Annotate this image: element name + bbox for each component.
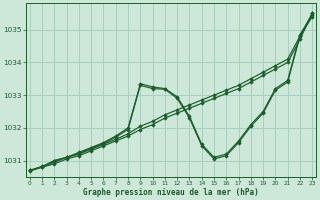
X-axis label: Graphe pression niveau de la mer (hPa): Graphe pression niveau de la mer (hPa) — [83, 188, 259, 197]
